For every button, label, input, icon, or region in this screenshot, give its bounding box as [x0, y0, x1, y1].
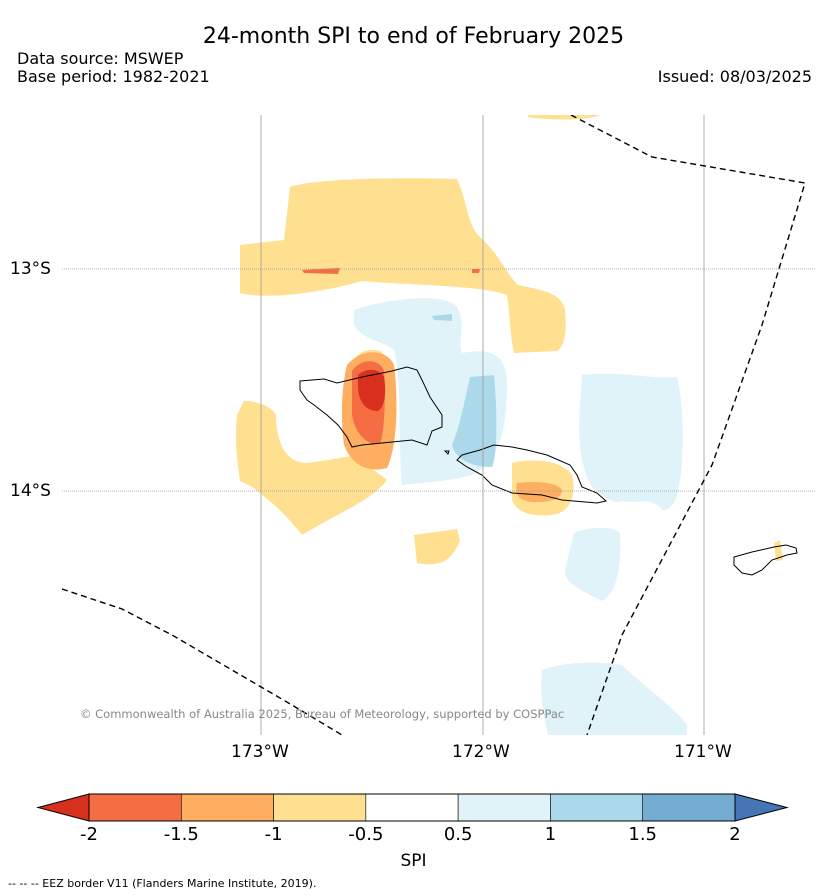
lat-tick-14s: 14°S [10, 481, 51, 501]
colorbar-segment [550, 793, 644, 822]
issued-date: Issued: 08/03/2025 [657, 67, 812, 86]
lon-tick-173w: 173°W [231, 742, 289, 762]
colorbar-title: SPI [400, 851, 427, 871]
colorbar-tick-label: -1.5 [163, 824, 199, 845]
spi-shading [235, 115, 783, 735]
colorbar-tick-label: -1 [264, 824, 283, 845]
colorbar [36, 793, 789, 822]
colorbar-tick-label: -0.5 [348, 824, 384, 845]
colorbar-segment [88, 793, 182, 822]
colorbar-tick-label: 2 [729, 824, 741, 845]
graticule [62, 115, 816, 735]
colorbar-tick-label: -2 [80, 824, 98, 845]
colorbar-segment [642, 793, 736, 822]
map-title: 24-month SPI to end of February 2025 [202, 24, 625, 49]
lat-tick-13s: 13°S [10, 259, 51, 279]
colorbar-segment [365, 793, 459, 822]
colorbar-extend-low [36, 793, 90, 822]
colorbar-segment [273, 793, 367, 822]
data-source: Data source: MSWEP [17, 49, 184, 68]
colorbar-extend-high [734, 793, 789, 822]
colorbar-segment [180, 793, 274, 822]
eez-border [62, 115, 806, 735]
lon-tick-172w: 172°W [452, 742, 510, 762]
eez-legend-note: -- -- -- EEZ border V11 (Flanders Marine… [8, 877, 317, 890]
colorbar-tick-label: 1 [544, 824, 557, 845]
base-period: Base period: 1982-2021 [17, 67, 210, 86]
lon-tick-171w: 171°W [674, 742, 732, 762]
colorbar-tick-label: 0.5 [443, 824, 473, 845]
samoa-coastline [299, 366, 798, 576]
spi-map: © Commonwealth of Australia 2025, Bureau… [62, 115, 816, 735]
colorbar-tick-label: 1.5 [628, 824, 658, 845]
copyright-text: © Commonwealth of Australia 2025, Bureau… [80, 707, 564, 721]
colorbar-segment [457, 793, 551, 822]
